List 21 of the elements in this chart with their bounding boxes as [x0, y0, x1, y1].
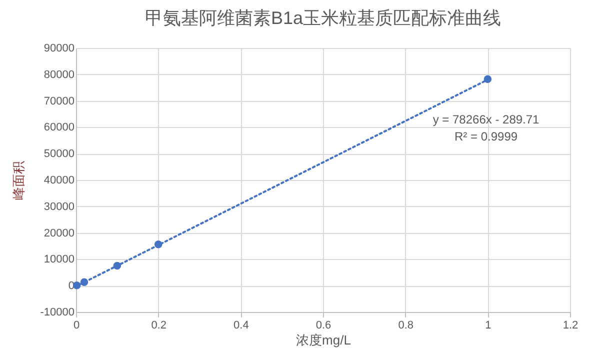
- x-tick-label: 0.2: [151, 320, 166, 332]
- y-tick-label: -10000: [40, 306, 74, 318]
- y-tick-label: 80000: [44, 68, 74, 81]
- x-tick-label: 1: [485, 320, 492, 332]
- y-tick-label: 90000: [44, 42, 74, 54]
- annotation: y = 78266x - 289.71: [432, 112, 540, 126]
- y-tick-label: 40000: [44, 174, 74, 186]
- x-axis-title: 浓度mg/L: [296, 332, 351, 348]
- x-tick-label: 0.4: [234, 320, 249, 332]
- y-tick-label: 10000: [44, 254, 74, 266]
- y-tick-label: 60000: [44, 122, 74, 134]
- y-tick-label: 50000: [44, 148, 74, 160]
- annotation: R² = 0.9999: [454, 129, 518, 144]
- y-tick-label: 30000: [44, 200, 74, 213]
- chart-title: 甲氨基阿维菌素B1a玉米粒基质匹配标准曲线: [144, 8, 502, 28]
- y-tick-label: 70000: [44, 95, 74, 108]
- x-tick-label: 1.2: [562, 320, 578, 332]
- y-tick-label: 20000: [44, 227, 74, 240]
- y-axis-title: 峰面积: [11, 161, 26, 200]
- x-tick-label: 0.8: [398, 320, 414, 332]
- x-tick-label: 0.6: [316, 320, 332, 332]
